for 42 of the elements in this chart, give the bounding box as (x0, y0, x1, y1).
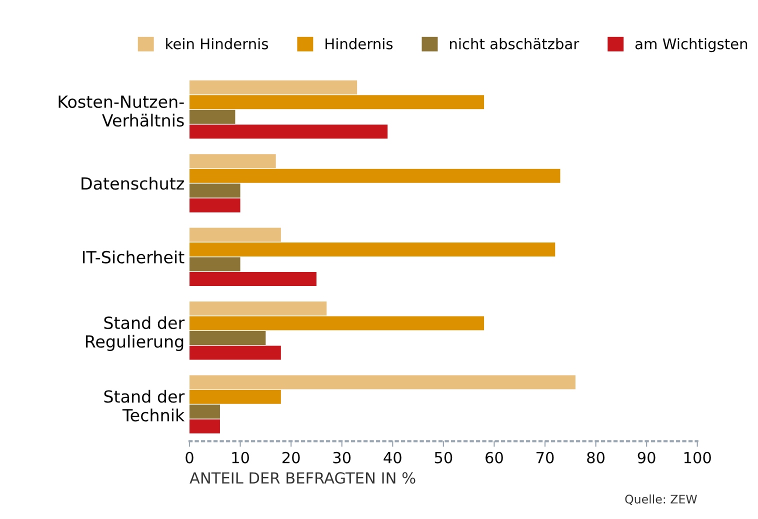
x-tick-label: 20 (282, 452, 300, 464)
bar (190, 330, 266, 345)
x-tick-label: 60 (486, 452, 503, 464)
bar (190, 375, 576, 390)
source-note: Quelle: ZEW (625, 494, 697, 505)
bar (190, 95, 484, 110)
bar (190, 124, 388, 139)
bar (190, 168, 560, 183)
y-tick-label: Kosten-Nutzen- Verhältnis (58, 96, 184, 127)
legend-label: Hindernis (326, 38, 393, 50)
bar (190, 228, 281, 242)
bar (190, 80, 358, 94)
bar (190, 198, 240, 212)
bar (190, 110, 236, 124)
x-tick-label: 0 (186, 452, 194, 464)
bar (190, 346, 281, 360)
x-tick-label: 100 (684, 452, 711, 464)
y-tick-label: IT-Sicherheit (82, 250, 184, 264)
y-tick-label: Stand der Technik (104, 390, 185, 422)
bar (190, 242, 556, 257)
bar (190, 301, 327, 316)
bar (190, 272, 316, 286)
bar (190, 154, 276, 168)
y-tick-label: Stand der Regulierung (86, 316, 185, 351)
bar (190, 419, 220, 434)
legend-label: nicht abschätzbar (450, 38, 580, 50)
bar (190, 316, 484, 330)
x-tick-label: 30 (333, 452, 351, 464)
bar (190, 257, 240, 272)
legend-label: kein Hindernis (166, 38, 268, 50)
x-tick-label: 90 (638, 452, 656, 464)
x-axis-title: ANTEIL DER BEFRAGTEN IN % (190, 472, 416, 484)
bar (190, 404, 220, 419)
y-tick-label: Datenschutz (82, 176, 184, 190)
x-tick-label: 10 (232, 452, 249, 464)
x-tick-label: 80 (587, 452, 604, 464)
bar (190, 390, 281, 404)
x-tick-label: 70 (536, 452, 554, 464)
legend-label: am Wichtigsten (635, 38, 748, 52)
x-tick-label: 40 (384, 452, 402, 464)
x-tick-label: 50 (434, 452, 452, 464)
bar (190, 184, 240, 198)
